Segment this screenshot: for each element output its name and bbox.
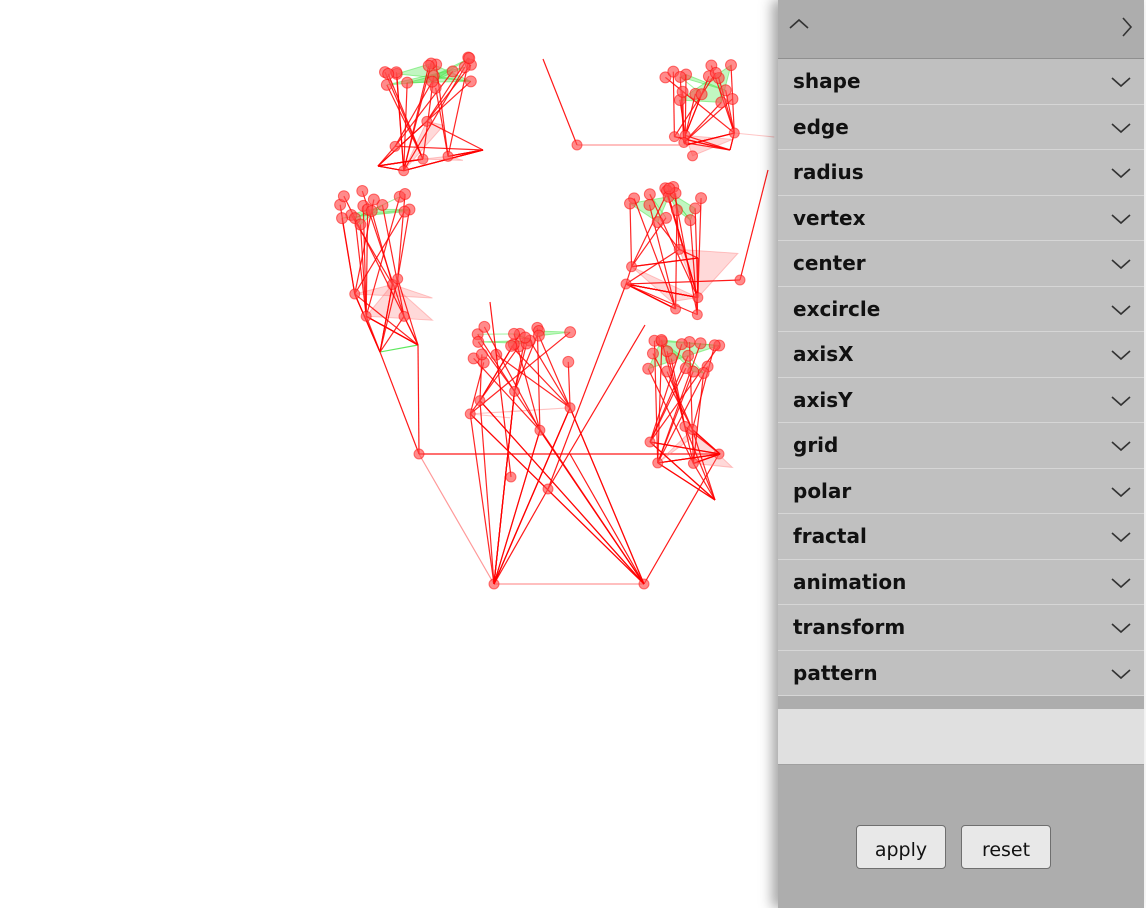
chevron-down-icon: [1111, 122, 1131, 133]
chevron-down-icon: [1111, 532, 1131, 543]
chevron-right-icon[interactable]: [1112, 8, 1142, 42]
section-label: center: [793, 251, 866, 275]
section-fractal[interactable]: fractal: [778, 514, 1144, 560]
section-label: pattern: [793, 660, 878, 685]
section-label: excircle: [793, 296, 881, 321]
settings-panel: shape edge radius vertex center excircle…: [778, 0, 1144, 908]
section-label: animation: [793, 569, 907, 594]
section-vertex[interactable]: vertex: [778, 195, 1144, 241]
section-axisx[interactable]: axisX: [778, 332, 1144, 378]
section-excircle[interactable]: excircle: [778, 286, 1144, 332]
section-animation[interactable]: animation: [778, 559, 1144, 605]
apply-button[interactable]: apply: [856, 825, 946, 869]
chevron-down-icon: [1111, 168, 1131, 179]
section-axisy[interactable]: axisY: [778, 377, 1144, 423]
chevron-down-icon: [1111, 213, 1131, 224]
section-radius[interactable]: radius: [778, 150, 1144, 196]
section-label: axisY: [793, 387, 853, 412]
section-label: vertex: [793, 205, 866, 230]
chevron-down-icon: [1111, 441, 1131, 452]
chevron-up-icon[interactable]: [784, 8, 814, 42]
section-label: radius: [793, 160, 864, 184]
chevron-down-icon: [1111, 77, 1131, 88]
chevron-down-icon: [1111, 668, 1131, 679]
section-list: shape edge radius vertex center excircle…: [778, 59, 1144, 696]
section-center[interactable]: center: [778, 241, 1144, 287]
section-label: edge: [793, 114, 849, 139]
chevron-down-icon: [1111, 304, 1131, 315]
section-label: transform: [793, 615, 906, 639]
section-label: grid: [793, 433, 839, 457]
section-edge[interactable]: edge: [778, 104, 1144, 150]
chevron-down-icon: [1111, 486, 1131, 497]
section-label: shape: [793, 69, 861, 93]
section-label: axisX: [793, 342, 854, 366]
section-label: polar: [793, 478, 852, 503]
reset-button[interactable]: reset: [961, 825, 1051, 869]
section-transform[interactable]: transform: [778, 605, 1144, 651]
section-content-area: [778, 709, 1144, 765]
chevron-down-icon: [1111, 350, 1131, 361]
chevron-down-icon: [1111, 259, 1131, 270]
section-pattern[interactable]: pattern: [778, 650, 1144, 696]
panel-header: [778, 0, 1144, 59]
section-grid[interactable]: grid: [778, 423, 1144, 469]
chevron-down-icon: [1111, 395, 1131, 406]
section-polar[interactable]: polar: [778, 468, 1144, 514]
section-shape[interactable]: shape: [778, 59, 1144, 105]
section-label: fractal: [793, 524, 867, 548]
chevron-down-icon: [1111, 577, 1131, 588]
chevron-down-icon: [1111, 623, 1131, 634]
